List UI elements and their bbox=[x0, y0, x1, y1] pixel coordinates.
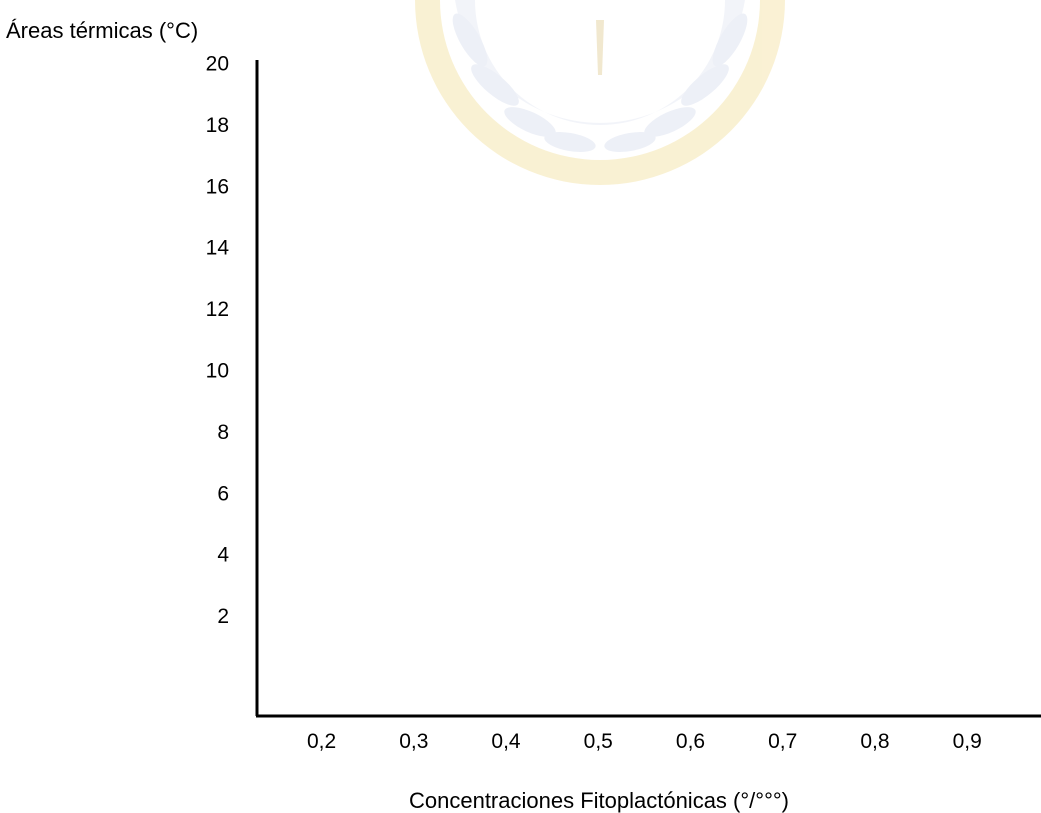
y-tick-labels: 2 4 6 8 10 12 14 16 18 20 bbox=[206, 53, 230, 629]
x-tick-label: 0,9 bbox=[953, 730, 982, 753]
y-tick-label: 16 bbox=[206, 175, 229, 198]
y-axis-title: Áreas térmicas (°C) bbox=[6, 18, 198, 43]
watermark-laurel-leaves bbox=[452, 13, 748, 152]
y-tick-label: 2 bbox=[217, 605, 229, 628]
y-tick-label: 20 bbox=[206, 53, 229, 76]
x-tick-label: 0,4 bbox=[491, 730, 521, 753]
watermark-center-pin bbox=[596, 20, 604, 75]
x-tick-labels: 0,2 0,3 0,4 0,5 0,6 0,7 0,8 0,9 bbox=[307, 730, 982, 753]
y-tick-label: 14 bbox=[206, 237, 230, 260]
y-tick-label: 10 bbox=[206, 360, 229, 383]
x-axis-title: Concentraciones Fitoplactónicas (°/°°°) bbox=[409, 788, 789, 813]
watermark-seal-logo bbox=[415, 0, 785, 185]
y-tick-label: 12 bbox=[206, 298, 229, 321]
x-tick-label: 0,3 bbox=[399, 730, 428, 753]
x-tick-label: 0,7 bbox=[768, 730, 797, 753]
y-tick-label: 6 bbox=[217, 482, 229, 505]
y-tick-label: 4 bbox=[217, 544, 229, 567]
x-tick-label: 0,8 bbox=[860, 730, 889, 753]
x-tick-label: 0,6 bbox=[676, 730, 705, 753]
x-tick-label: 0,2 bbox=[307, 730, 336, 753]
watermark-outer-ring bbox=[415, 0, 785, 185]
y-tick-label: 18 bbox=[206, 114, 229, 137]
y-tick-label: 8 bbox=[217, 421, 229, 444]
x-tick-label: 0,5 bbox=[584, 730, 613, 753]
